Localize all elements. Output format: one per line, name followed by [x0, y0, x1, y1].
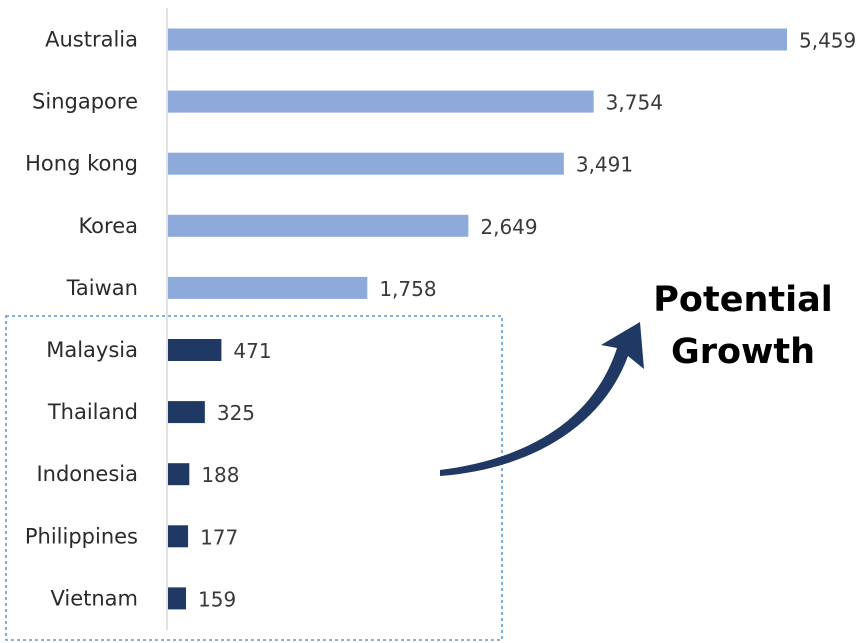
category-label-philippines: Philippines [25, 524, 138, 548]
value-label-singapore: 3,754 [606, 91, 663, 115]
category-label-vietnam: Vietnam [50, 586, 138, 610]
category-label-taiwan: Taiwan [66, 276, 138, 300]
bar-australia [168, 28, 787, 51]
callout-line-2: Growth [671, 332, 815, 372]
growth-arrow-icon [440, 322, 644, 476]
bar-thailand [168, 401, 205, 424]
value-label-hong-kong: 3,491 [576, 153, 633, 177]
bar-taiwan [168, 276, 368, 299]
category-label-indonesia: Indonesia [36, 462, 138, 486]
value-label-korea: 2,649 [480, 215, 537, 239]
bar-philippines [168, 525, 189, 548]
value-label-indonesia: 188 [201, 463, 239, 487]
value-label-taiwan: 1,758 [379, 277, 436, 301]
callout-line-1: Potential [653, 280, 832, 320]
category-label-malaysia: Malaysia [46, 338, 138, 362]
bars-group: Australia 5,459 Singapore 3,754 Hong kong 3,4… [25, 28, 856, 612]
category-label-singapore: Singapore [32, 90, 138, 114]
value-label-vietnam: 159 [198, 587, 236, 611]
value-label-thailand: 325 [217, 401, 255, 425]
value-label-australia: 5,459 [799, 29, 856, 53]
category-label-australia: Australia [45, 28, 138, 52]
category-label-hong-kong: Hong kong [25, 152, 138, 176]
bar-korea [168, 214, 469, 237]
emerging-markets-box [5, 315, 503, 641]
bar-indonesia [168, 463, 190, 486]
bar-vietnam [168, 587, 187, 610]
value-label-malaysia: 471 [233, 339, 271, 363]
category-label-korea: Korea [78, 214, 138, 238]
bar-malaysia [168, 339, 222, 361]
bar-singapore [168, 90, 594, 113]
value-label-philippines: 177 [200, 525, 238, 549]
category-label-thailand: Thailand [47, 400, 138, 424]
bar-hong-kong [168, 152, 564, 175]
